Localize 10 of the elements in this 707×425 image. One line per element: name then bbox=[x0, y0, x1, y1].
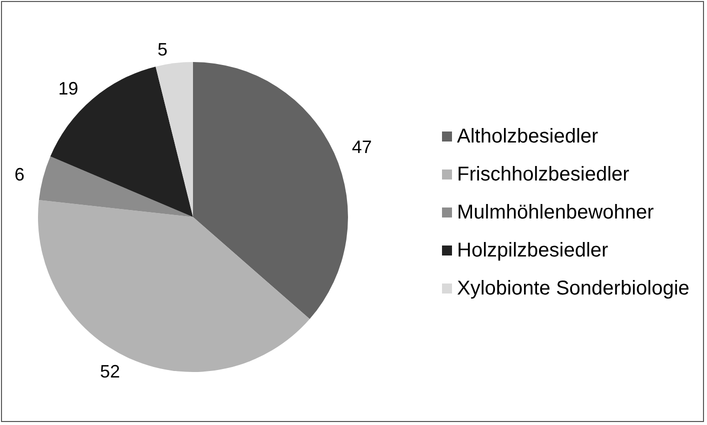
data-label: 6 bbox=[14, 164, 24, 184]
data-label: 19 bbox=[58, 78, 78, 98]
data-label: 5 bbox=[157, 39, 168, 60]
legend-label: Holzpilzbesiedler bbox=[457, 240, 609, 262]
data-label: 52 bbox=[100, 362, 120, 382]
legend-label: Mulmhöhlenbewohner bbox=[457, 202, 654, 224]
legend-label: Xylobionte Sonderbiologie bbox=[457, 278, 690, 300]
legend-label: Frischholzbesiedler bbox=[457, 164, 630, 186]
data-label: 47 bbox=[352, 137, 372, 158]
legend-label: Altholzbesiedler bbox=[457, 126, 599, 148]
